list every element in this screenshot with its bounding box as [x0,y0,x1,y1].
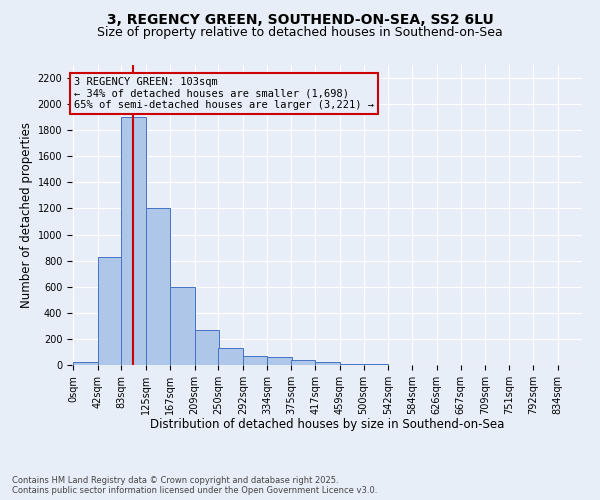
Bar [243,356,267,365]
X-axis label: Distribution of detached houses by size in Southend-on-Sea: Distribution of detached houses by size … [150,418,504,432]
Bar [291,360,316,365]
Bar [121,117,146,365]
Bar [218,348,243,365]
Bar [316,362,340,365]
Bar [170,286,194,365]
Bar [73,362,98,365]
Text: Contains HM Land Registry data © Crown copyright and database right 2025.
Contai: Contains HM Land Registry data © Crown c… [12,476,377,495]
Bar [340,364,364,365]
Bar [194,330,219,365]
Bar [146,208,170,365]
Text: 3 REGENCY GREEN: 103sqm
← 34% of detached houses are smaller (1,698)
65% of semi: 3 REGENCY GREEN: 103sqm ← 34% of detache… [74,76,374,110]
Y-axis label: Number of detached properties: Number of detached properties [20,122,34,308]
Bar [364,364,388,365]
Text: 3, REGENCY GREEN, SOUTHEND-ON-SEA, SS2 6LU: 3, REGENCY GREEN, SOUTHEND-ON-SEA, SS2 6… [107,12,493,26]
Text: Size of property relative to detached houses in Southend-on-Sea: Size of property relative to detached ho… [97,26,503,39]
Bar [267,357,292,365]
Bar [98,256,122,365]
